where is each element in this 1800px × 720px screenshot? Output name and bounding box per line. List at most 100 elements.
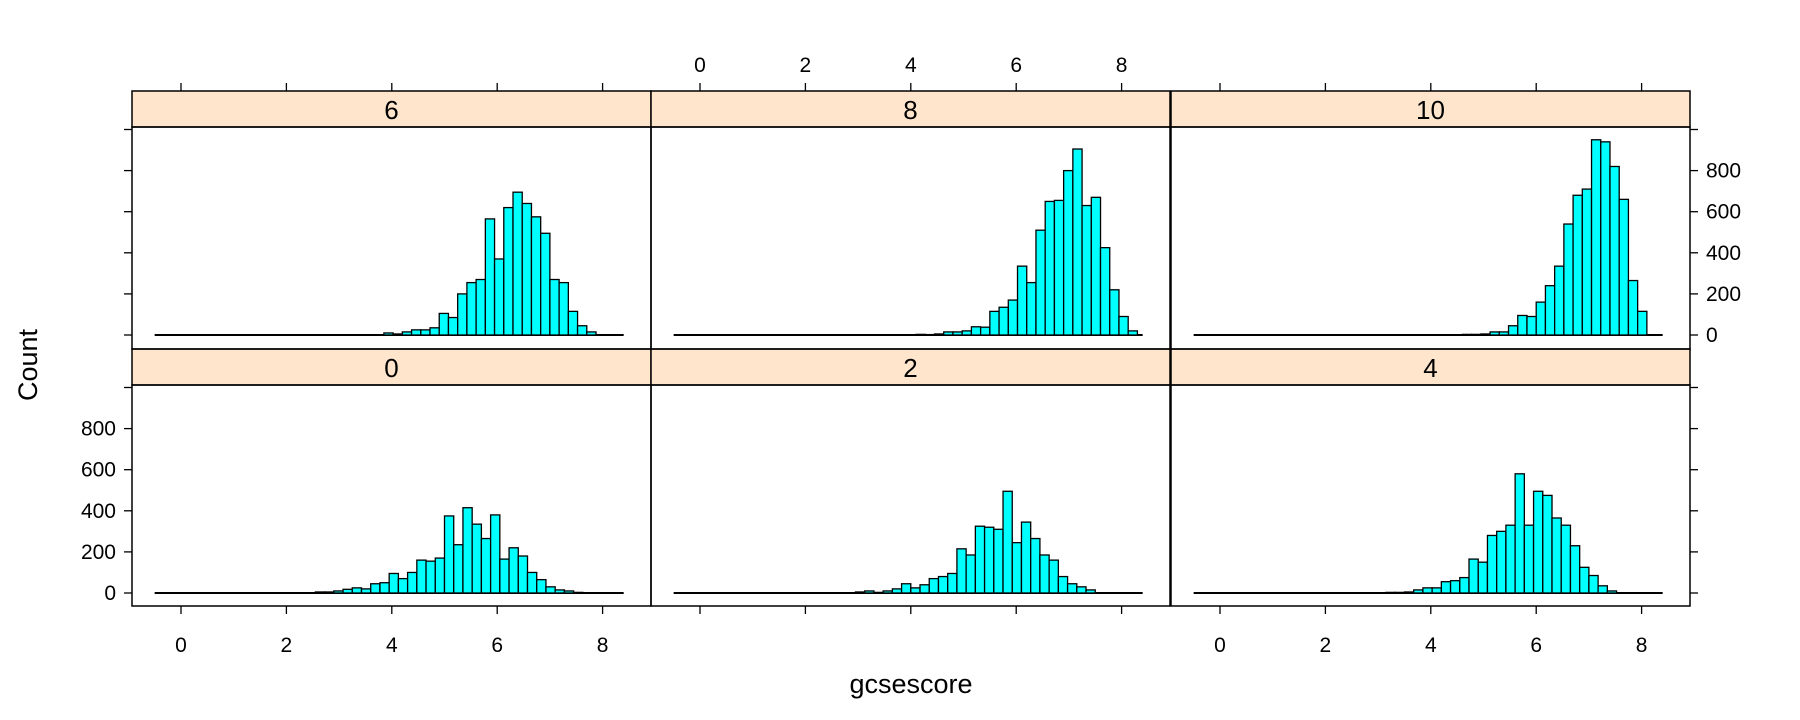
histogram-bar (314, 591, 326, 594)
histogram-bar (882, 590, 894, 594)
histogram-bar (512, 191, 523, 336)
x-tick-label: 8 (597, 634, 609, 657)
strip-label: 0 (384, 353, 398, 383)
histogram-bar (410, 329, 422, 336)
histogram-bar (933, 333, 945, 336)
histogram-bar (563, 590, 575, 594)
histogram-bar (342, 588, 353, 594)
histogram-bar (1066, 583, 1078, 594)
histogram-bar (1072, 148, 1083, 336)
histogram-bar (397, 577, 409, 594)
histogram-bar (1385, 591, 1396, 594)
histogram-bar (965, 554, 977, 594)
x-tick-label: 4 (1425, 634, 1437, 657)
histogram-bar (1099, 247, 1111, 336)
histogram-bar (1542, 494, 1553, 594)
histogram-bar (952, 331, 963, 336)
histogram-bar (438, 312, 450, 336)
histogram-bar (1588, 574, 1599, 594)
histogram-bar (462, 507, 473, 594)
histogram-bar (1449, 580, 1461, 594)
histogram-bar (943, 331, 954, 336)
y-axis-title: Count (13, 328, 43, 401)
histogram-bar (891, 588, 903, 594)
histogram-bar (910, 587, 921, 594)
histogram-bar (1517, 314, 1528, 336)
histogram-bar (1523, 524, 1535, 594)
histogram-bar (1551, 517, 1562, 594)
panel-2: 2 (650, 348, 1171, 607)
y-tick-label: 200 (81, 541, 116, 564)
histogram-bar (974, 525, 986, 594)
histogram-bar (1039, 554, 1050, 594)
histogram-bar (1020, 521, 1032, 594)
y-tick-label: 400 (81, 500, 116, 523)
x-tick-label: 8 (1116, 54, 1128, 77)
histogram-bar (576, 325, 588, 336)
x-tick-label: 6 (491, 634, 503, 657)
histogram-bar (1477, 561, 1489, 594)
y-tick-label: 800 (81, 418, 116, 441)
histogram-bar (993, 528, 1004, 594)
x-tick-label: 8 (1636, 634, 1648, 657)
histogram-bar (392, 333, 403, 336)
histogram-bar (1035, 229, 1046, 336)
histogram-bar (1606, 590, 1618, 594)
histogram-bar (558, 281, 569, 336)
strip-label: 4 (1423, 353, 1437, 383)
histogram-bar (545, 586, 556, 594)
histogram-bar (1579, 566, 1590, 594)
histogram-bar (383, 332, 394, 336)
histogram-bar (1505, 524, 1516, 594)
histogram-bar (1569, 545, 1581, 594)
histogram-bar (453, 544, 464, 594)
histogram-bar (1609, 165, 1620, 336)
strip-label: 10 (1416, 95, 1445, 125)
histogram-bar (530, 216, 542, 336)
histogram-bar (937, 575, 949, 594)
histogram-bar (1016, 265, 1028, 336)
histogram-bar (864, 590, 875, 594)
histogram-bar (900, 583, 912, 594)
strip-8 (650, 90, 1171, 128)
histogram-bar (1127, 330, 1139, 336)
histogram-bar (1118, 315, 1129, 336)
histogram-bar (873, 591, 884, 594)
histogram-bar (480, 537, 492, 594)
histogram-bar (370, 583, 381, 594)
strip-2 (650, 348, 1171, 386)
histogram-bar (406, 571, 418, 594)
x-tick-label: 0 (694, 54, 706, 77)
histogram-bar (1526, 315, 1537, 336)
histogram-bar (572, 591, 584, 594)
histogram-bar (1544, 285, 1556, 336)
histogram-bar (351, 587, 363, 594)
x-tick-label: 4 (386, 634, 398, 657)
histogram-bar (425, 560, 436, 594)
histogram-bar (499, 558, 510, 594)
histogram-bar (1461, 333, 1473, 336)
strip-label: 6 (384, 95, 398, 125)
x-tick-label: 6 (1010, 54, 1022, 77)
histogram-bar (915, 333, 926, 336)
histogram-bar (1090, 196, 1102, 336)
panel-10: 10 (1170, 90, 1691, 350)
x-tick-label: 2 (1320, 634, 1332, 657)
histogram-bar (1627, 279, 1639, 336)
histogram-bar (1440, 581, 1452, 594)
histogram-bar (1422, 587, 1433, 594)
histogram-bar (928, 577, 940, 594)
histogram-bar (1109, 289, 1120, 336)
x-tick-label: 0 (175, 634, 187, 657)
histogram-bar (1572, 194, 1583, 336)
histogram-bar (489, 514, 501, 594)
histogram-bar (1403, 591, 1415, 594)
histogram-bar (540, 232, 551, 336)
y-tick-label: 200 (1706, 283, 1741, 306)
histogram-bar (457, 293, 468, 336)
histogram-bar (1498, 331, 1510, 336)
histogram-bar (961, 330, 973, 336)
panel-frame (1170, 126, 1691, 350)
histogram-bar (586, 331, 597, 336)
